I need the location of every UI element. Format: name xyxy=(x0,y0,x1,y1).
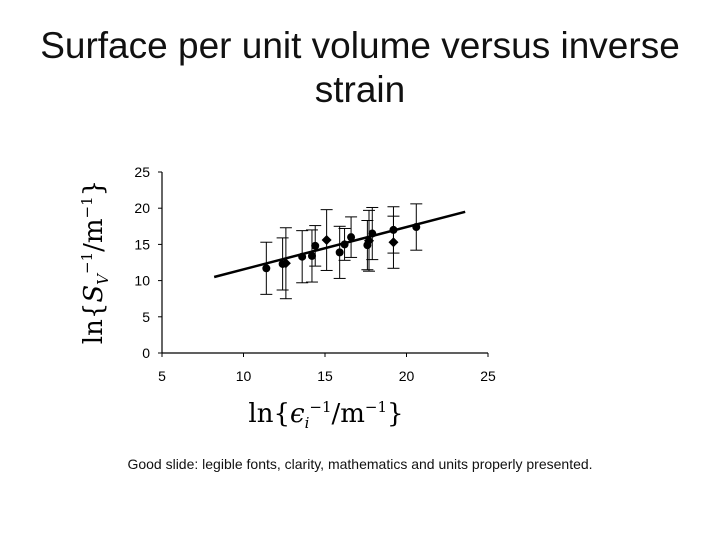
data-point xyxy=(298,252,307,261)
slide-title: Surface per unit volume versus inverse s… xyxy=(40,25,680,110)
x-tick-label: 5 xyxy=(158,368,166,384)
data-point xyxy=(335,248,344,257)
data-point xyxy=(311,241,320,250)
y-tick-label: 25 xyxy=(134,164,150,180)
error-bars xyxy=(260,203,423,300)
y-tick-label: 15 xyxy=(134,236,150,252)
svg-text:ln{SV−1/m−1}: ln{SV−1/m−1} xyxy=(78,180,112,344)
data-point xyxy=(412,223,421,232)
trendline xyxy=(213,210,466,279)
x-tick-label: 20 xyxy=(399,368,415,384)
trendline-group xyxy=(213,210,466,279)
axes xyxy=(161,172,488,354)
x-tick-label: 25 xyxy=(480,368,496,384)
y-tick-label: 0 xyxy=(142,345,150,361)
data-point xyxy=(307,251,316,260)
y-tick-label: 20 xyxy=(134,200,150,216)
data-point-diamond xyxy=(280,258,291,269)
data-point xyxy=(368,229,377,238)
y-tick-label: 10 xyxy=(134,273,150,289)
x-axis-label: ln{ϵi−1/m−1} xyxy=(248,398,403,432)
data-point-diamond xyxy=(364,235,375,246)
x-tick-label: 15 xyxy=(317,368,333,384)
y-tick-label: 5 xyxy=(142,309,150,325)
y-axis-label: ln{SV−1/m−1} xyxy=(78,180,112,344)
svg-text:ln{ϵi−1/m−1}: ln{ϵi−1/m−1} xyxy=(248,398,403,432)
data-point xyxy=(389,225,398,234)
data-point xyxy=(347,233,356,242)
data-point-diamond xyxy=(388,237,399,248)
slide-caption: Good slide: legible fonts, clarity, math… xyxy=(127,456,593,472)
data-point-diamond xyxy=(321,235,332,246)
data-points xyxy=(262,223,421,273)
x-tick-label: 10 xyxy=(236,368,252,384)
data-point xyxy=(340,240,349,249)
data-point xyxy=(262,264,271,273)
